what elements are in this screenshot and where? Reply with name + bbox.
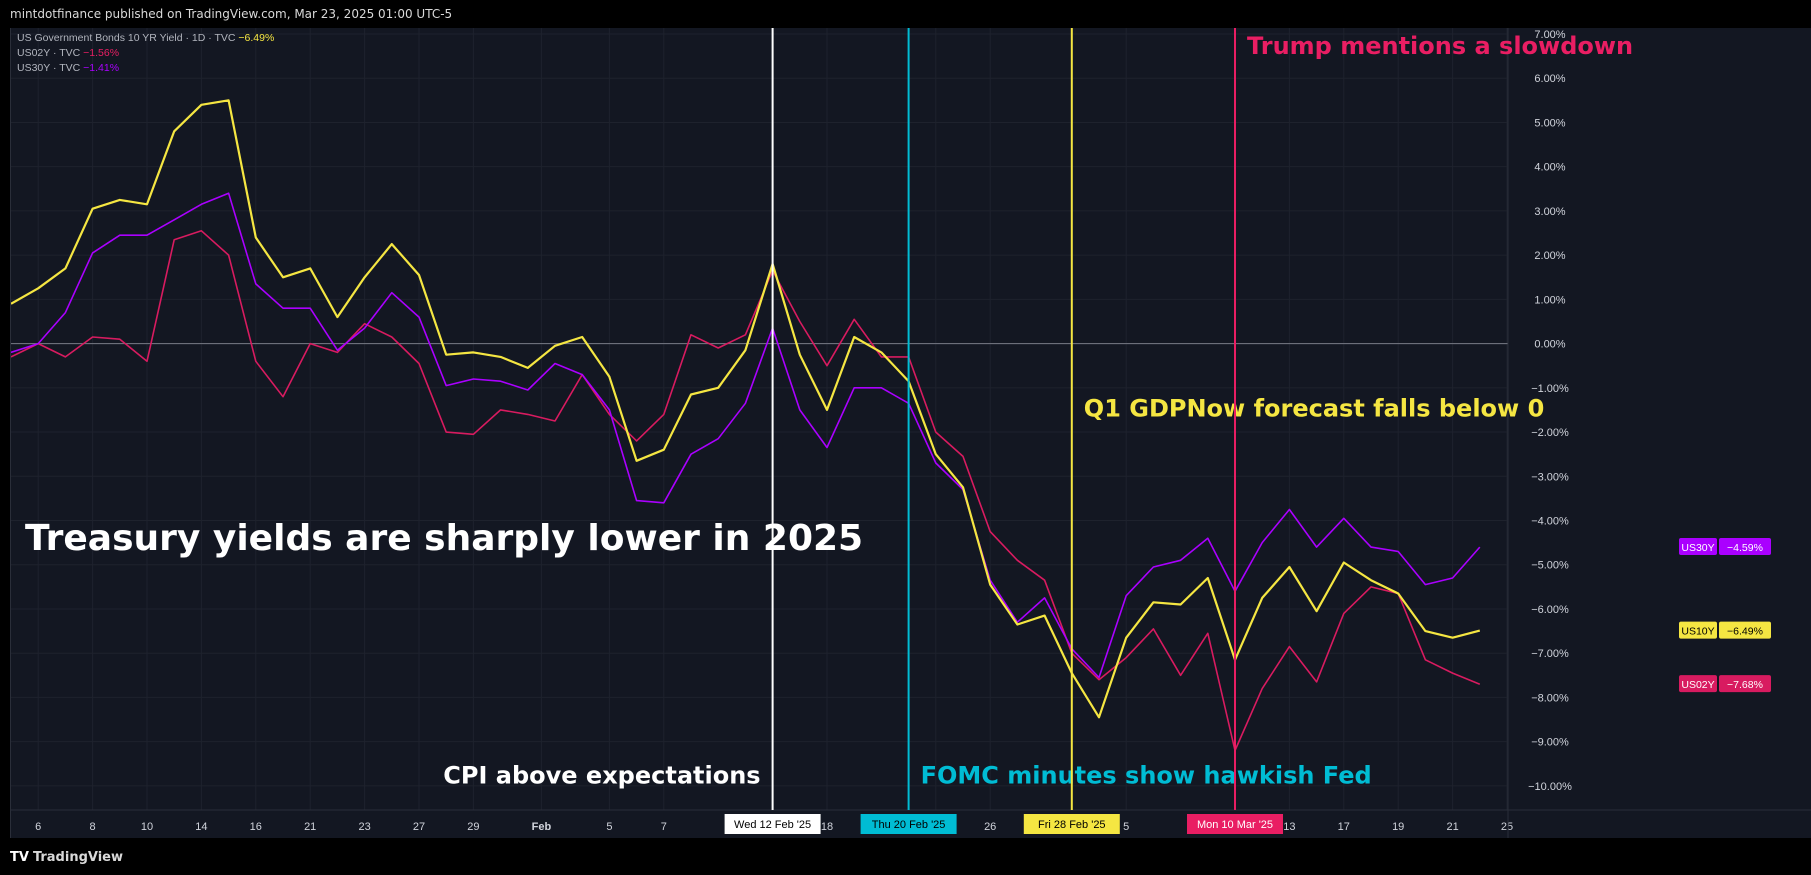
event-annotation: Q1 GDPNow forecast falls below 0: [1084, 395, 1544, 423]
x-tick-label: 17: [1338, 821, 1350, 833]
plot-background: [11, 28, 1811, 838]
event-date-box: [860, 814, 957, 834]
y-tick-label: −6.00%: [1531, 604, 1569, 616]
last-value-name: US30Y: [1681, 542, 1714, 554]
y-tick-label: −5.00%: [1531, 560, 1569, 572]
x-tick-label: Feb: [532, 821, 552, 833]
event-date-box: [724, 814, 821, 834]
chart-panel[interactable]: 7.00% 6.00% 5.00% 4.00% 3.00% 2.00% 1.00% 0.00%…: [10, 28, 1811, 838]
y-tick-label: −10.00%: [1528, 781, 1572, 793]
x-tick-label: 25: [1501, 821, 1513, 833]
x-tick-label: 10: [141, 821, 153, 833]
x-tick-label: 23: [358, 821, 370, 833]
y-tick-label: −3.00%: [1531, 471, 1569, 483]
event-date-label: Mon 10 Mar '25: [1197, 819, 1273, 831]
event-date-label: Fri 28 Feb '25: [1038, 819, 1106, 831]
y-tick-label: −4.00%: [1531, 516, 1569, 528]
y-tick-label: 4.00%: [1534, 162, 1565, 174]
legend-label: US02Y · TVC: [17, 47, 83, 59]
last-value-label: −7.68%: [1727, 679, 1763, 691]
last-value-name-box: [1679, 675, 1717, 693]
last-value-name-box: [1679, 621, 1717, 639]
x-tick-label: 19: [1392, 821, 1404, 833]
x-tick-label: 6: [35, 821, 41, 833]
last-value-name: US02Y: [1681, 679, 1714, 691]
footer-bar: TV TradingView: [0, 838, 1811, 875]
legend-item: US30Y · TVC −1.41%: [17, 62, 119, 74]
event-date-label: Thu 20 Feb '25: [872, 819, 946, 831]
last-value-box: [1719, 675, 1771, 693]
publisher-text: mintdotfinance published on TradingView.…: [10, 7, 453, 21]
event-date-label: Wed 12 Feb '25: [734, 819, 811, 831]
y-tick-label: 5.00%: [1534, 117, 1565, 129]
x-tick-label: 21: [304, 821, 316, 833]
y-tick-label: 1.00%: [1534, 294, 1565, 306]
y-tick-label: −8.00%: [1531, 692, 1569, 704]
x-tick-label: 13: [1283, 821, 1295, 833]
event-date-box: [1023, 814, 1120, 834]
x-tick-label: 18: [821, 821, 833, 833]
y-tick-label: −2.00%: [1531, 427, 1569, 439]
x-tick-label: 16: [250, 821, 262, 833]
x-tick-label: 5: [606, 821, 612, 833]
last-value-label: −6.49%: [1727, 626, 1763, 638]
legend-item: US02Y · TVC −1.56%: [17, 47, 119, 59]
y-tick-label: 3.00%: [1534, 206, 1565, 218]
x-tick-label: 27: [413, 821, 425, 833]
x-tick-label: 26: [984, 821, 996, 833]
y-tick-label: −1.00%: [1531, 383, 1569, 395]
legend-change: −6.49%: [238, 32, 274, 44]
x-tick-label: 5: [1123, 821, 1129, 833]
x-tick-label: 29: [467, 821, 479, 833]
last-value-box: [1719, 538, 1771, 556]
event-annotation: FOMC minutes show hawkish Fed: [921, 762, 1372, 790]
last-value-name-box: [1679, 538, 1717, 556]
chart-title: Treasury yields are sharply lower in 202…: [25, 518, 863, 559]
tradingview-logo[interactable]: TV TradingView: [10, 850, 123, 865]
y-tick-label: 6.00%: [1534, 73, 1565, 85]
x-tick-label: 21: [1446, 821, 1458, 833]
last-value-box: [1719, 621, 1771, 639]
last-value-label: −4.59%: [1727, 542, 1763, 554]
y-tick-label: 7.00%: [1534, 29, 1565, 41]
x-tick-label: 7: [661, 821, 667, 833]
event-annotation: CPI above expectations: [443, 762, 760, 790]
publisher-bar: mintdotfinance published on TradingView.…: [0, 0, 1811, 28]
last-value-name: US10Y: [1681, 626, 1714, 638]
y-tick-label: 2.00%: [1534, 250, 1565, 262]
event-annotation: Trump mentions a slowdown: [1247, 32, 1633, 60]
legend-change: −1.56%: [83, 47, 119, 59]
yield-chart[interactable]: 7.00% 6.00% 5.00% 4.00% 3.00% 2.00% 1.00% 0.00%…: [11, 28, 1811, 838]
y-tick-label: −9.00%: [1531, 737, 1569, 749]
legend-label: US30Y · TVC: [17, 62, 83, 74]
legend-item: US Government Bonds 10 YR Yield · 1D · T…: [17, 32, 274, 44]
legend-change: −1.41%: [83, 62, 119, 74]
tradingview-logo-icon: TV: [10, 850, 29, 865]
x-tick-label: 8: [90, 821, 96, 833]
y-tick-label: −7.00%: [1531, 648, 1569, 660]
y-tick-label: 0.00%: [1534, 339, 1565, 351]
tradingview-logo-text: TradingView: [32, 850, 123, 865]
event-date-box: [1187, 814, 1283, 834]
x-tick-label: 14: [195, 821, 207, 833]
legend-label: US Government Bonds 10 YR Yield · 1D · T…: [17, 32, 238, 44]
